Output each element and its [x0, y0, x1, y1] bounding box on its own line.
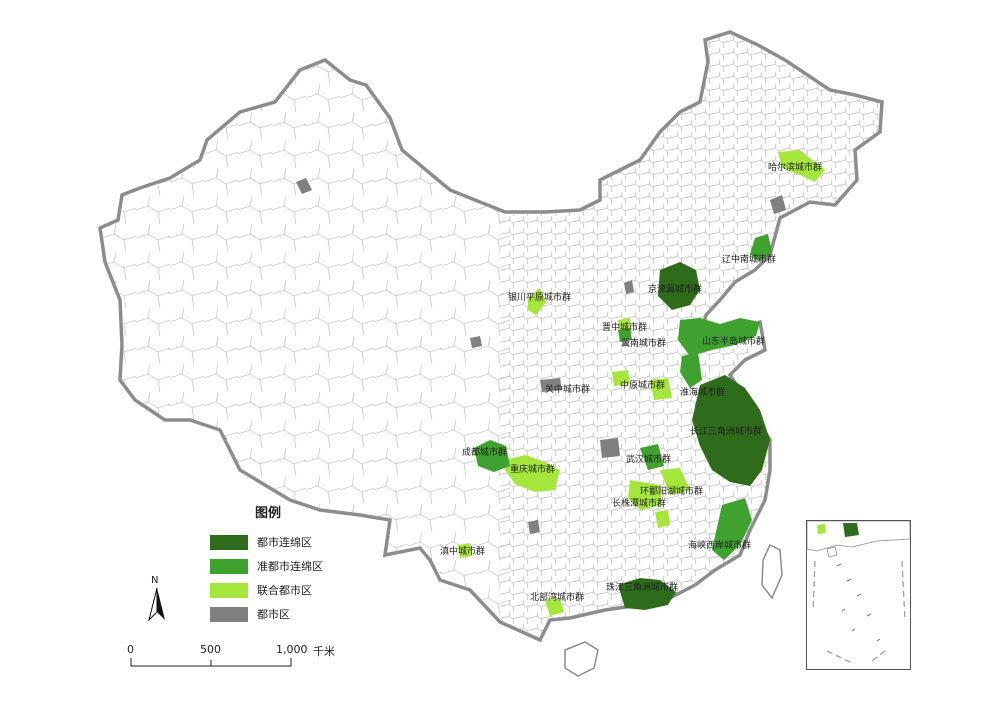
scale-unit: 千米 — [313, 645, 335, 658]
legend: 图例 都市连绵区 准都市连绵区 联合都市区 都市区 — [210, 502, 360, 626]
region-label: 北部湾城市群 — [530, 591, 584, 603]
region-label: 环鄱阳湖城市群 — [640, 485, 703, 497]
inset-map — [807, 521, 910, 664]
region-labels: 哈尔滨城市群 辽中南城市群 京津冀城市群 银川平原城市群 晋中城市群 冀南城市群… — [440, 161, 822, 603]
scale-bar — [130, 658, 292, 667]
region-label: 长株潭城市群 — [612, 497, 666, 509]
region-label: 成都城市群 — [462, 446, 507, 458]
taiwan-island — [761, 543, 783, 600]
region-label: 滇中城市群 — [440, 545, 485, 557]
scale-tick: 1,000 — [276, 643, 308, 656]
region-label: 珠江三角洲城市群 — [606, 581, 678, 593]
legend-title: 图例 — [255, 506, 282, 521]
joint-metro-areas — [458, 150, 825, 616]
region-label: 冀南城市群 — [621, 337, 666, 349]
region-label: 长江三角洲城市群 — [690, 425, 762, 437]
region-label: 哈尔滨城市群 — [768, 161, 822, 173]
quasi-megalopolis-areas — [474, 234, 772, 560]
region-label: 中原城市群 — [620, 379, 665, 391]
metro-areas — [296, 178, 786, 534]
legend-item: 都市连绵区 — [210, 530, 360, 554]
region-label: 重庆城市群 — [510, 463, 555, 475]
legend-label: 都市区 — [257, 608, 290, 621]
south-china-sea-inset — [806, 520, 911, 670]
legend-item: 都市区 — [210, 602, 360, 626]
legend-item: 准都市连绵区 — [210, 554, 360, 578]
scale-tick: 500 — [200, 643, 221, 656]
legend-label: 都市连绵区 — [257, 536, 312, 549]
legend-label: 联合都市区 — [257, 584, 312, 597]
region-label: 武汉城市群 — [626, 453, 671, 465]
legend-label: 准都市连绵区 — [257, 560, 323, 573]
hainan-island — [564, 641, 599, 677]
region-label: 辽中南城市群 — [722, 253, 776, 265]
north-label: N — [151, 575, 159, 586]
region-label: 山东半岛城市群 — [702, 335, 765, 347]
legend-swatch — [210, 534, 248, 550]
region-label: 晋中城市群 — [602, 321, 647, 333]
legend-swatch — [210, 582, 248, 598]
legend-item: 联合都市区 — [210, 578, 360, 602]
region-label: 京津冀城市群 — [648, 283, 702, 295]
legend-swatch — [210, 558, 248, 574]
scale-tick: 0 — [127, 643, 134, 656]
megalopolis-areas — [618, 262, 770, 610]
region-label: 关中城市群 — [545, 383, 590, 395]
north-arrow-icon — [148, 587, 165, 622]
legend-swatch — [210, 606, 248, 622]
region-label: 淮海城市群 — [680, 386, 725, 398]
region-label: 银川平原城市群 — [508, 291, 571, 303]
region-label: 海峡西岸城市群 — [688, 539, 751, 551]
